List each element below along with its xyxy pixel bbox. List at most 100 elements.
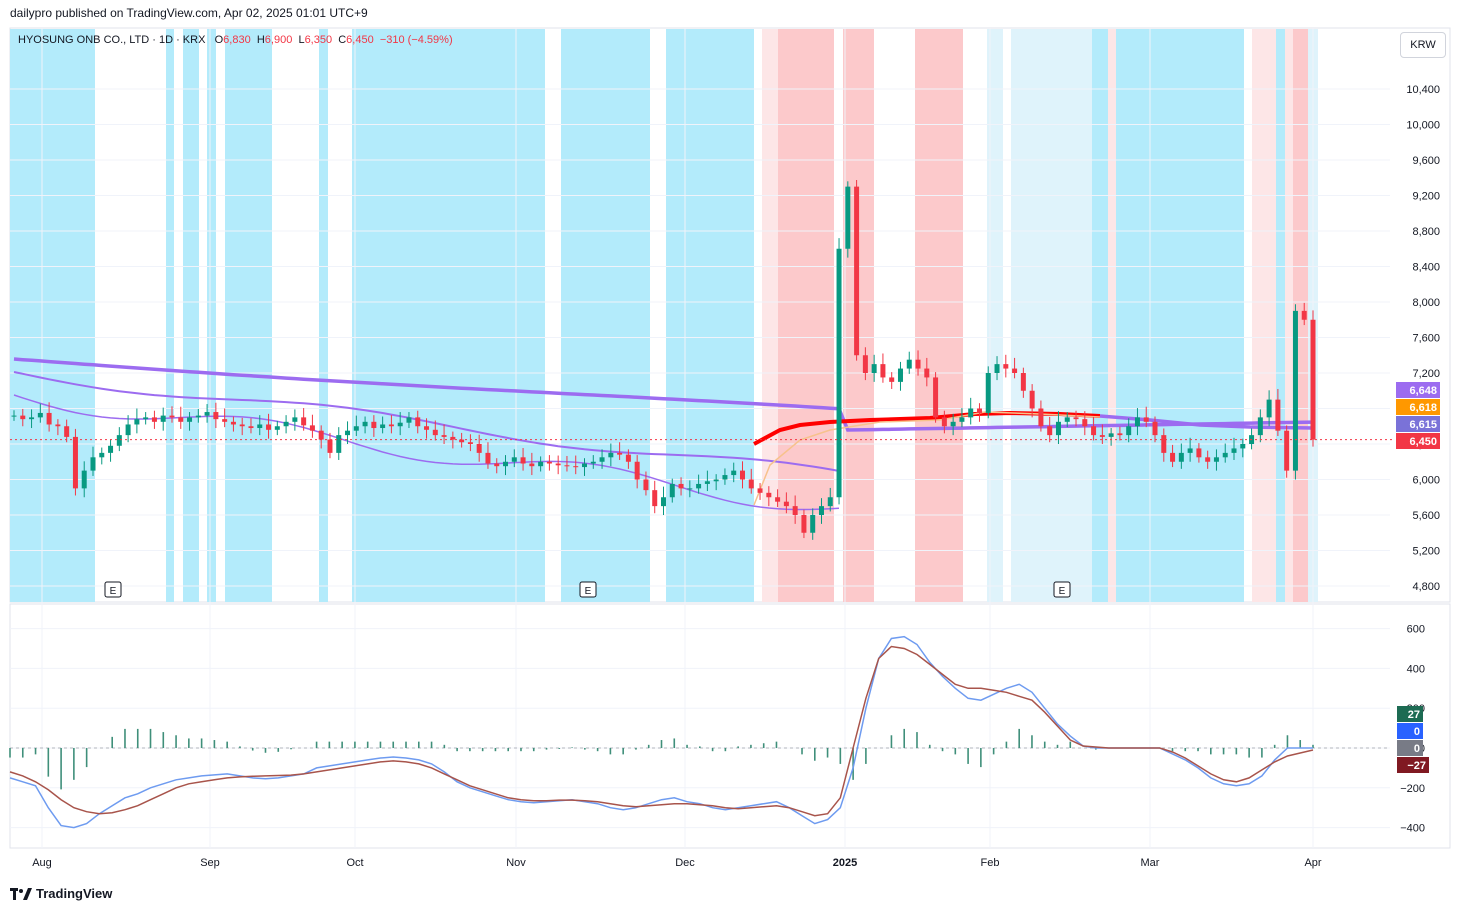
candle-body [327,439,333,453]
candle-body [116,435,122,446]
candle-body [160,415,166,422]
candle-body [775,497,781,502]
ohlc-legend: HYOSUNG ONB CO., LTD · 1D · KRX O6,830 H… [18,34,453,46]
candle-body [862,355,868,373]
candle-body [266,424,272,430]
osc-tag-label: 27 [1408,709,1420,721]
candle-body [476,444,482,453]
candle-body [424,426,430,430]
candle-body [827,497,833,507]
candle-body [503,461,509,467]
osc-tick-label: −400 [1400,823,1425,835]
candle-body [230,421,236,425]
signal-zone [915,29,963,602]
candle-body [222,419,228,422]
candle-body [336,435,342,453]
signal-zone [183,29,199,602]
time-axis-label: Nov [506,857,526,869]
candle-body [950,421,956,427]
osc-tag [1397,723,1423,739]
osc-tag [1397,757,1429,773]
osc-tick-label: 400 [1407,663,1425,675]
candle-body [1108,433,1114,437]
candle-body [845,186,851,249]
osc-tag [1397,706,1423,722]
time-axis-label: Dec [675,857,695,869]
symbol-label[interactable]: HYOSUNG ONB CO., LTD · 1D · KRX [18,34,206,46]
candle-body [713,479,719,482]
candle-body [766,492,772,498]
candle-body [1213,457,1219,462]
candle-body [529,463,535,467]
candle-body [1310,319,1316,440]
candle-body [301,417,307,426]
candle-body [494,463,500,467]
signal-zone [987,29,1003,602]
candle-body [1134,417,1140,427]
candle-body [1117,433,1123,436]
candle-body [362,421,368,427]
candle-body [169,415,175,418]
candle-body [397,422,403,427]
tradingview-logo-icon [10,887,32,900]
earnings-marker [104,581,122,598]
candle-body [836,248,842,498]
candle-body [1178,452,1184,462]
candle-body [37,412,43,418]
candle-body [134,419,140,425]
candle-body [625,454,631,462]
candle-body [801,515,807,533]
candle-body [274,426,280,430]
candle-body [1099,435,1105,437]
osc-tick-label: −200 [1400,783,1425,795]
candle-body [748,479,754,489]
signal-zone [319,29,328,602]
candle-body [283,421,289,427]
candle-body [380,424,386,429]
candle-body [29,417,35,420]
price-tick-label: 10,000 [1406,120,1440,132]
candle-body [1082,419,1088,427]
candle-body [976,408,982,413]
candle-body [1161,435,1167,453]
candle-body [1047,426,1053,436]
currency-button[interactable]: KRW [1400,32,1446,58]
candle-body [108,445,114,453]
ma-long-line [13,357,1314,432]
candle-body [520,457,526,464]
candle-body [1187,448,1193,453]
ma-short-line [13,394,840,511]
signal-zone [1252,29,1276,602]
candle-body [388,424,394,427]
time-axis-label: Feb [981,857,1000,869]
signal-zone [1092,29,1108,602]
osc-tag [1397,740,1423,756]
candle-body [415,417,421,427]
candle-body [546,461,552,464]
price-tag-label: 6,615 [1409,419,1437,431]
candle-body [652,490,658,507]
change-value: −310 (−4.59%) [379,34,453,46]
signal-zone [666,29,754,602]
signal-zone [1108,29,1116,602]
ma-long-tail [1099,414,1314,430]
time-axis-label: Oct [346,857,363,869]
candle-body [309,425,315,431]
candle-body [11,415,17,417]
candle-body [643,479,649,491]
price-tag [1396,416,1440,432]
candle-body [590,461,596,464]
candle-body [450,436,456,440]
candle-body [810,515,816,533]
candle-body [783,501,789,507]
candle-body [599,457,605,462]
candle-body [1012,368,1018,373]
time-axis-label: Apr [1304,857,1321,869]
price-tick-label: 9,600 [1412,155,1440,167]
candle-body [1064,417,1070,422]
earnings-marker [579,581,597,598]
price-tick-label: 8,400 [1412,262,1440,274]
candle-body [1257,417,1263,436]
candle-body [213,412,219,420]
